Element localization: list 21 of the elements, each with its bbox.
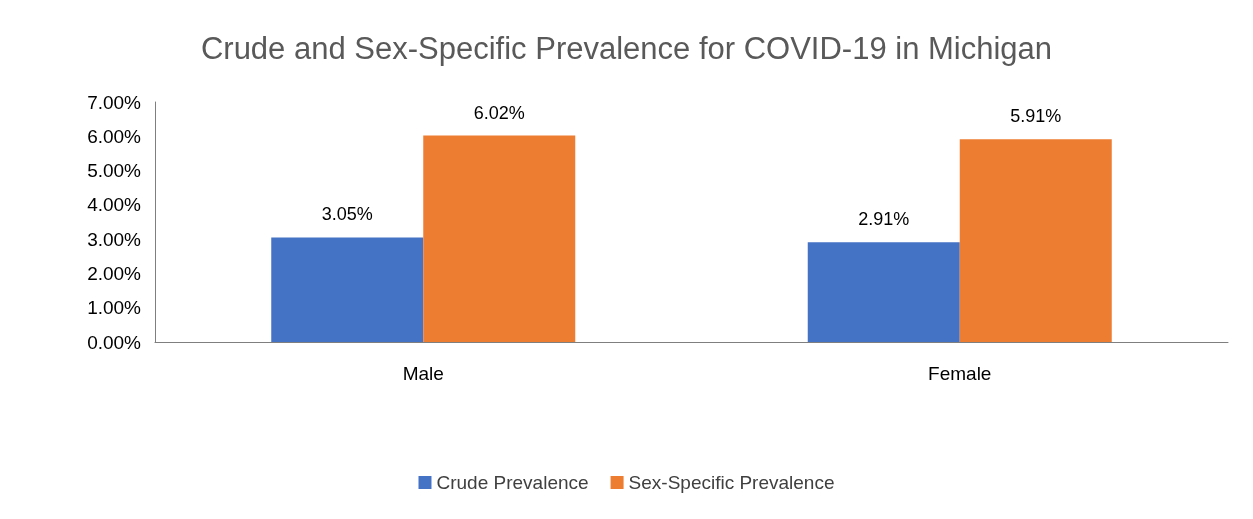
y-tick-label: 7.00% — [87, 91, 142, 113]
data-label: 5.91% — [1010, 106, 1062, 127]
legend-label: Crude Prevalence — [436, 472, 589, 493]
bar — [959, 139, 1112, 342]
y-tick-label: 0.00% — [87, 331, 142, 353]
y-tick-label: 3.00% — [87, 228, 142, 250]
x-tick-label: Male — [402, 363, 444, 384]
y-tick-label: 4.00% — [87, 194, 142, 216]
legend-label: Sex-Specific Prevalence — [628, 472, 835, 493]
y-tick-label: 1.00% — [87, 297, 142, 319]
y-tick-label: 6.00% — [87, 125, 142, 147]
y-tick-label: 2.00% — [87, 262, 142, 284]
bar — [271, 237, 424, 342]
bar — [423, 135, 576, 342]
x-tick-label: Female — [928, 363, 992, 384]
data-label: 6.02% — [473, 102, 525, 123]
y-tick-label: 5.00% — [87, 160, 142, 182]
chart-title: Crude and Sex-Specific Prevalence for COVID-19 in Michigan — [200, 31, 1053, 66]
data-label: 3.05% — [321, 204, 373, 225]
bar — [807, 242, 960, 342]
data-label: 2.91% — [858, 209, 910, 230]
